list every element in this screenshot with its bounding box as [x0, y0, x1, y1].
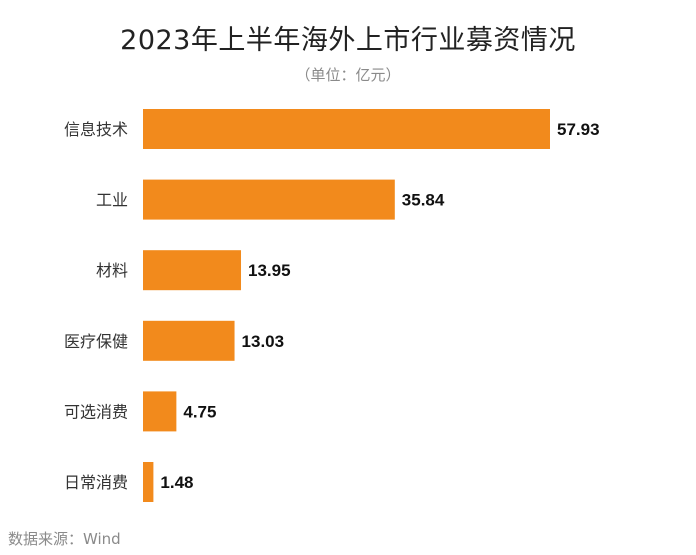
category-label: 可选消费: [64, 402, 128, 421]
bar: [143, 320, 235, 361]
chart-title: 2023年上半年海外上市行业募资情况: [120, 25, 576, 56]
bar: [143, 462, 154, 502]
category-label: 医疗保健: [64, 332, 128, 351]
value-label: 1.48: [160, 473, 193, 492]
category-label: 日常消费: [64, 473, 128, 492]
value-label: 35.84: [402, 191, 445, 210]
chart-subtitle: （单位：亿元）: [295, 66, 401, 84]
category-label: 信息技术: [64, 120, 128, 139]
category-label: 工业: [96, 191, 128, 210]
bar: [143, 250, 242, 291]
value-label: 13.95: [248, 261, 291, 280]
bar: [143, 179, 395, 220]
value-label: 4.75: [183, 402, 216, 421]
bar: [143, 391, 177, 432]
value-label: 57.93: [557, 120, 600, 139]
value-label: 13.03: [242, 332, 285, 351]
bar: [143, 109, 550, 149]
category-label: 材料: [96, 261, 128, 280]
data-source-note: 数据来源：Wind: [8, 530, 121, 548]
